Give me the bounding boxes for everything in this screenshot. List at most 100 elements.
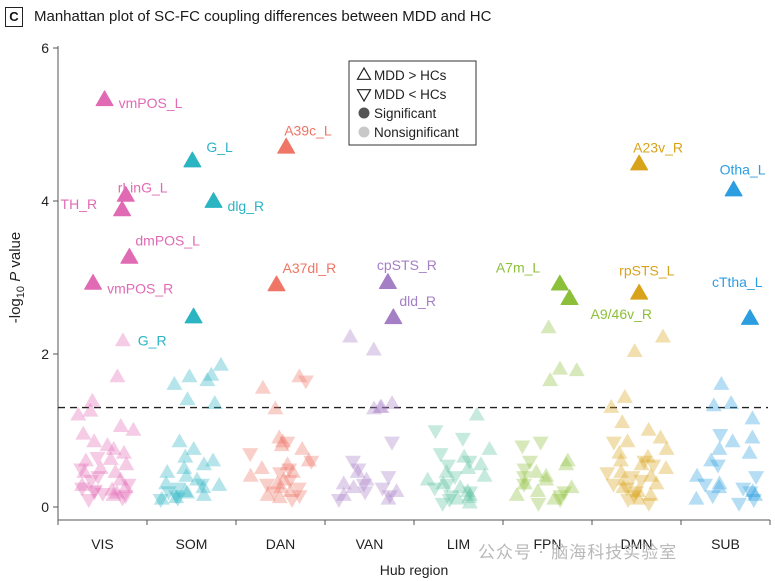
nonsignificant-point-dan bbox=[284, 463, 301, 478]
nonsignificant-point-lim bbox=[452, 479, 469, 494]
nonsignificant-point-sub bbox=[724, 433, 741, 448]
legend-marker-significant bbox=[358, 107, 370, 119]
nonsignificant-point-dmn bbox=[658, 460, 675, 475]
nonsignificant-point-lim bbox=[435, 475, 452, 490]
point-label-g-r: G_R bbox=[138, 332, 167, 348]
x-tick-label: FPN bbox=[534, 536, 562, 552]
nonsignificant-point-lim bbox=[461, 489, 478, 504]
nonsignificant-point-som bbox=[168, 489, 185, 504]
nonsignificant-point-fpn bbox=[516, 463, 533, 478]
nonsignificant-point-dmn bbox=[642, 467, 659, 482]
nonsignificant-point-sub bbox=[748, 471, 765, 486]
nonsignificant-point-sub bbox=[689, 467, 706, 482]
nonsignificant-point-som bbox=[170, 482, 187, 497]
nonsignificant-point-dan bbox=[281, 474, 298, 489]
nonsignificant-point-som bbox=[211, 476, 228, 491]
x-tick-label: LIM bbox=[447, 536, 470, 552]
nonsignificant-point-dan bbox=[284, 494, 301, 508]
nonsignificant-point-dan bbox=[275, 471, 292, 486]
nonsignificant-point-dan bbox=[274, 433, 291, 448]
nonsignificant-point-fpn bbox=[552, 494, 569, 508]
nonsignificant-point-dmn bbox=[648, 475, 665, 490]
nonsignificant-point-van bbox=[380, 490, 397, 505]
significant-point-a23v-r bbox=[630, 154, 649, 171]
nonsignificant-point-dan bbox=[271, 429, 288, 444]
point-label-vmpos-r: vmPOS_R bbox=[107, 281, 173, 297]
point-label-a23v-r: A23v_R bbox=[633, 139, 683, 155]
legend-marker-down bbox=[356, 89, 372, 103]
point-label-dlg-r: dlg_R bbox=[228, 198, 265, 214]
nonsignificant-point-som bbox=[159, 463, 176, 478]
nonsignificant-point-lim bbox=[449, 490, 466, 505]
nonsignificant-point-lim bbox=[419, 471, 436, 486]
significant-points bbox=[84, 90, 759, 325]
nonsignificant-point-lim bbox=[462, 486, 479, 501]
nonsignificant-point-van bbox=[381, 490, 398, 505]
nonsignificant-point-vis bbox=[114, 492, 131, 507]
nonsignificant-point-lim bbox=[427, 425, 444, 440]
nonsignificant-point-som bbox=[179, 484, 196, 499]
nonsignificant-point-som bbox=[205, 452, 222, 467]
nonsignificant-point-dan bbox=[266, 486, 283, 501]
significant-point-dmpos-l bbox=[120, 247, 139, 264]
nonsignificant-point-som bbox=[176, 460, 193, 475]
x-tick-label: SOM bbox=[176, 536, 208, 552]
nonsignificant-point-vis bbox=[112, 471, 129, 486]
nonsignificant-point-vis bbox=[77, 452, 94, 467]
significant-point-otha-l bbox=[724, 180, 743, 197]
point-label-dld-r: dld_R bbox=[399, 293, 436, 309]
nonsignificant-point-sub bbox=[744, 483, 761, 497]
nonsignificant-point-sub bbox=[713, 375, 730, 390]
nonsignificant-point-dmn bbox=[642, 486, 659, 501]
nonsignificant-point-dan bbox=[254, 379, 271, 394]
point-label-otha-l: Otha_L bbox=[720, 161, 766, 177]
nonsignificant-point-fpn bbox=[538, 471, 555, 486]
significant-point-g-l bbox=[183, 151, 202, 168]
legend-marker-nonsignificant bbox=[358, 126, 370, 138]
legend: MDD > HCs MDD < HCs Significant Nonsignific… bbox=[348, 60, 477, 146]
nonsignificant-point-som bbox=[212, 356, 229, 371]
nonsignificant-point-vis bbox=[107, 463, 124, 478]
nonsignificant-point-vis bbox=[84, 392, 101, 407]
nonsignificant-point-som bbox=[177, 483, 194, 497]
nonsignificant-point-lim bbox=[472, 456, 489, 471]
nonsignificant-point-som bbox=[158, 475, 175, 490]
point-label-rling-l: rLinG_L bbox=[118, 180, 168, 196]
significant-point-vmpos-r bbox=[84, 273, 103, 290]
nonsignificant-point-vis bbox=[80, 494, 97, 508]
significant-point-a7m-l bbox=[550, 274, 569, 291]
nonsignificant-point-dan bbox=[272, 467, 289, 482]
nonsignificant-point-vis bbox=[74, 482, 91, 497]
nonsignificant-point-dan bbox=[279, 456, 296, 471]
nonsignificant-point-som bbox=[181, 368, 198, 383]
nonsignificant-point-som bbox=[203, 366, 220, 381]
nonsignificant-point-som bbox=[193, 478, 210, 493]
nonsignificant-point-dmn bbox=[615, 479, 632, 494]
nonsignificant-point-som bbox=[206, 395, 223, 410]
nonsignificant-point-sub bbox=[741, 444, 758, 459]
nonsignificant-point-dan bbox=[242, 467, 259, 482]
nonsignificant-point-lim bbox=[441, 494, 458, 508]
nonsignificant-point-vis bbox=[86, 433, 103, 448]
nonsignificant-point-lim bbox=[438, 463, 455, 478]
nonsignificant-point-van bbox=[335, 475, 352, 490]
nonsignificant-point-dmn bbox=[645, 459, 662, 474]
nonsignificant-point-dan bbox=[253, 460, 270, 475]
nonsignificant-point-fpn bbox=[546, 490, 563, 505]
nonsignificant-point-van bbox=[355, 478, 372, 493]
nonsignificant-point-dmn bbox=[616, 471, 633, 486]
nonsignificant-point-dan bbox=[294, 440, 311, 455]
nonsignificant-point-dan bbox=[242, 448, 259, 463]
nonsignificant-point-van bbox=[335, 486, 352, 501]
nonsignificant-point-dan bbox=[279, 436, 296, 451]
nonsignificant-point-vis bbox=[105, 440, 122, 455]
y-tick-label: 4 bbox=[41, 193, 49, 209]
nonsignificant-point-fpn bbox=[552, 490, 569, 505]
significant-point-rling-l bbox=[116, 185, 135, 202]
nonsignificant-point-som bbox=[178, 467, 195, 482]
nonsignificant-point-fpn bbox=[542, 372, 559, 387]
nonsignificant-point-vis bbox=[94, 487, 111, 502]
nonsignificant-point-van bbox=[373, 398, 390, 413]
nonsignificant-point-fpn bbox=[516, 478, 533, 493]
